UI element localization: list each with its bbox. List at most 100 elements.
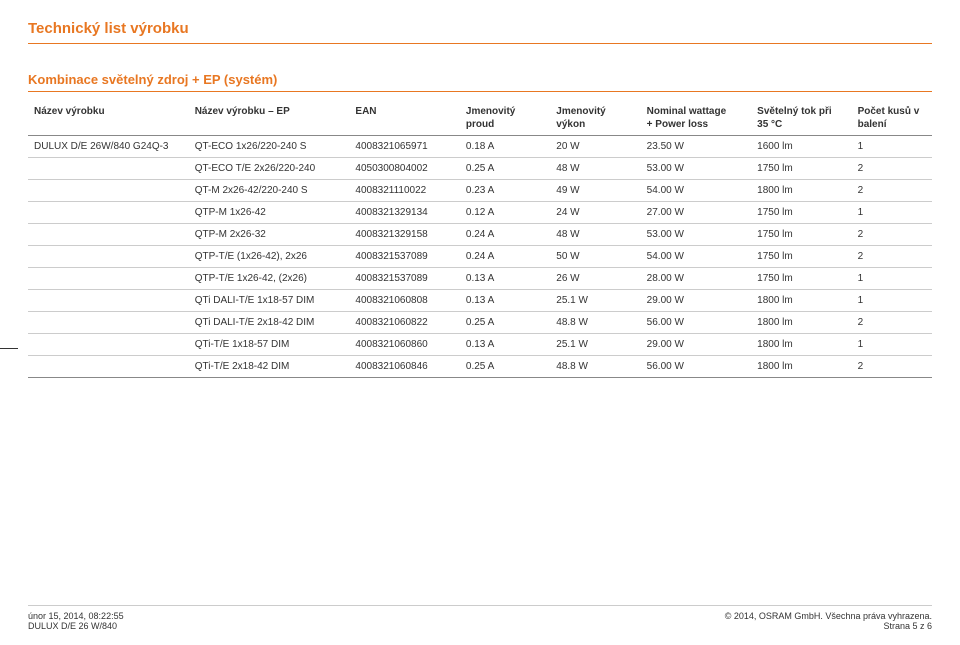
cell: 1750 lm	[751, 224, 851, 246]
cell: 0.12 A	[460, 202, 550, 224]
cell	[28, 312, 189, 334]
table-row: QTi DALI-T/E 1x18-57 DIM40083210608080.1…	[28, 290, 932, 312]
table-row: QTP-T/E 1x26-42, (2x26)40083215370890.13…	[28, 268, 932, 290]
cell: QTi DALI-T/E 2x18-42 DIM	[189, 312, 350, 334]
cell: 54.00 W	[641, 246, 751, 268]
cell	[28, 202, 189, 224]
cell: 53.00 W	[641, 158, 751, 180]
cell: 0.23 A	[460, 180, 550, 202]
cell: 0.24 A	[460, 224, 550, 246]
cell: 25.1 W	[550, 290, 640, 312]
cell: 4008321537089	[349, 268, 459, 290]
cell: 50 W	[550, 246, 640, 268]
cell: 25.1 W	[550, 334, 640, 356]
cell: QTi-T/E 2x18-42 DIM	[189, 356, 350, 378]
cell: 56.00 W	[641, 356, 751, 378]
cell: QT-ECO 1x26/220-240 S	[189, 136, 350, 158]
cell: 0.25 A	[460, 158, 550, 180]
cell: 1	[852, 268, 932, 290]
cell: 54.00 W	[641, 180, 751, 202]
col-wattage: Nominal wattage+ Power loss	[641, 102, 751, 136]
cell: 53.00 W	[641, 224, 751, 246]
cell: 0.18 A	[460, 136, 550, 158]
cell: 23.50 W	[641, 136, 751, 158]
table-row: QTP-M 2x26-3240083213291580.24 A48 W53.0…	[28, 224, 932, 246]
data-table: Název výrobku Název výrobku – EP EAN Jme…	[28, 102, 932, 378]
cell	[28, 158, 189, 180]
col-power: Jmenovitý výkon	[550, 102, 640, 136]
cell	[28, 334, 189, 356]
cell: 24 W	[550, 202, 640, 224]
page-crop-mark	[0, 348, 18, 349]
cell: 2	[852, 158, 932, 180]
cell: 4008321065971	[349, 136, 459, 158]
cell: 29.00 W	[641, 290, 751, 312]
cell: QT-M 2x26-42/220-240 S	[189, 180, 350, 202]
cell: 4008321060846	[349, 356, 459, 378]
cell: 2	[852, 356, 932, 378]
cell: 4008321537089	[349, 246, 459, 268]
footer-copyright: © 2014, OSRAM GmbH. Všechna práva vyhraz…	[725, 611, 932, 621]
cell: 0.13 A	[460, 268, 550, 290]
cell	[28, 356, 189, 378]
cell: 1750 lm	[751, 158, 851, 180]
cell: 0.13 A	[460, 290, 550, 312]
cell: 56.00 W	[641, 312, 751, 334]
col-ep: Název výrobku – EP	[189, 102, 350, 136]
cell: 0.13 A	[460, 334, 550, 356]
cell: 29.00 W	[641, 334, 751, 356]
cell: 1	[852, 136, 932, 158]
cell: 2	[852, 312, 932, 334]
cell: 48.8 W	[550, 356, 640, 378]
cell	[28, 224, 189, 246]
cell: 4008321329158	[349, 224, 459, 246]
col-flux: Světelný tok při35 °C	[751, 102, 851, 136]
cell: 1800 lm	[751, 356, 851, 378]
cell: QTP-T/E 1x26-42, (2x26)	[189, 268, 350, 290]
cell: 1800 lm	[751, 312, 851, 334]
table-row: QTi-T/E 1x18-57 DIM40083210608600.13 A25…	[28, 334, 932, 356]
cell	[28, 290, 189, 312]
cell: 1750 lm	[751, 268, 851, 290]
cell: 48 W	[550, 224, 640, 246]
cell: DULUX D/E 26W/840 G24Q-3	[28, 136, 189, 158]
table-row: QTP-M 1x26-4240083213291340.12 A24 W27.0…	[28, 202, 932, 224]
cell: 0.25 A	[460, 312, 550, 334]
cell: 0.25 A	[460, 356, 550, 378]
cell: 4050300804002	[349, 158, 459, 180]
cell: 4008321329134	[349, 202, 459, 224]
col-qty: Počet kusů vbalení	[852, 102, 932, 136]
cell: 1800 lm	[751, 290, 851, 312]
footer-product: DULUX D/E 26 W/840	[28, 621, 124, 631]
cell: QTP-M 2x26-32	[189, 224, 350, 246]
cell: 26 W	[550, 268, 640, 290]
cell: QTi DALI-T/E 1x18-57 DIM	[189, 290, 350, 312]
cell: QTP-M 1x26-42	[189, 202, 350, 224]
cell: 1	[852, 290, 932, 312]
cell: 4008321060808	[349, 290, 459, 312]
cell: 1600 lm	[751, 136, 851, 158]
cell: 1800 lm	[751, 180, 851, 202]
cell: 1	[852, 334, 932, 356]
cell: 2	[852, 180, 932, 202]
cell: 2	[852, 224, 932, 246]
cell: 1750 lm	[751, 246, 851, 268]
cell: 28.00 W	[641, 268, 751, 290]
table-row: QTP-T/E (1x26-42), 2x2640083215370890.24…	[28, 246, 932, 268]
cell	[28, 246, 189, 268]
cell: 4008321060860	[349, 334, 459, 356]
cell: 4008321110022	[349, 180, 459, 202]
cell: 2	[852, 246, 932, 268]
col-current: Jmenovitý proud	[460, 102, 550, 136]
cell: 1	[852, 202, 932, 224]
cell: 27.00 W	[641, 202, 751, 224]
cell: 48 W	[550, 158, 640, 180]
table-row: QT-ECO T/E 2x26/220-24040503008040020.25…	[28, 158, 932, 180]
col-product: Název výrobku	[28, 102, 189, 136]
document-title: Technický list výrobku	[28, 20, 932, 44]
cell: 0.24 A	[460, 246, 550, 268]
table-row: QTi DALI-T/E 2x18-42 DIM40083210608220.2…	[28, 312, 932, 334]
cell: 20 W	[550, 136, 640, 158]
footer-date: únor 15, 2014, 08:22:55	[28, 611, 124, 621]
table-row: DULUX D/E 26W/840 G24Q-3QT-ECO 1x26/220-…	[28, 136, 932, 158]
